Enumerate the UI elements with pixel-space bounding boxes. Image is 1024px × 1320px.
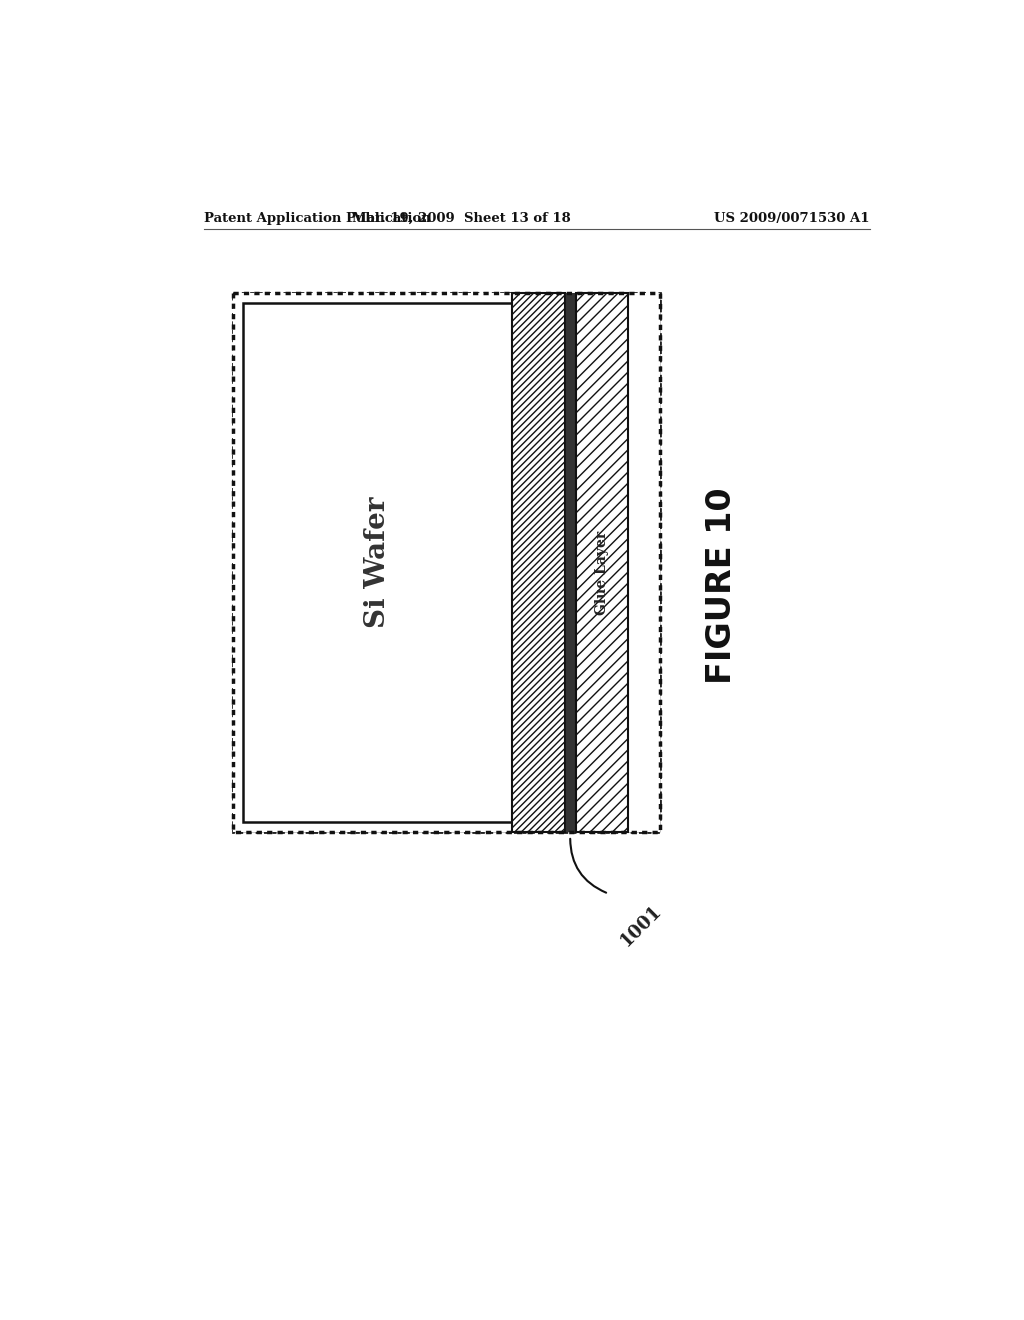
Text: Glue Layer: Glue Layer <box>595 532 609 615</box>
Bar <box>243 304 512 822</box>
Bar <box>233 293 660 832</box>
Text: Mar. 19, 2009  Sheet 13 of 18: Mar. 19, 2009 Sheet 13 of 18 <box>352 213 571 224</box>
Text: FIGURE 10: FIGURE 10 <box>706 487 738 684</box>
Text: Si Wafer: Si Wafer <box>365 496 391 628</box>
Text: 1001: 1001 <box>616 902 665 949</box>
Bar <box>233 293 660 832</box>
Bar <box>233 293 660 832</box>
Bar <box>512 293 565 832</box>
Text: Patent Application Publication: Patent Application Publication <box>204 213 430 224</box>
Text: US 2009/0071530 A1: US 2009/0071530 A1 <box>715 213 869 224</box>
Bar <box>565 293 575 832</box>
Bar <box>575 293 628 832</box>
